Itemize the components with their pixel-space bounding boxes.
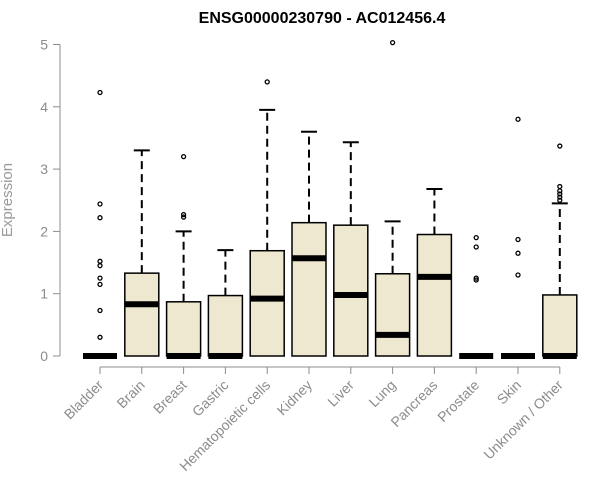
box-liver bbox=[333, 141, 369, 357]
box-body bbox=[291, 221, 327, 357]
box-pancreas bbox=[416, 188, 453, 357]
y-axis: 0 1 2 3 4 5 bbox=[40, 37, 61, 364]
box-body bbox=[542, 294, 578, 357]
x-tick-label: Kidney bbox=[274, 377, 316, 419]
y-tick-label: 4 bbox=[40, 99, 48, 115]
outlier-point bbox=[180, 211, 187, 218]
x-tick-label: Lung bbox=[365, 377, 398, 410]
box-body bbox=[165, 301, 202, 357]
x-tick-label: Liver bbox=[324, 377, 357, 410]
outlier-point bbox=[515, 236, 521, 243]
box-body bbox=[124, 272, 160, 357]
box-body bbox=[207, 294, 244, 357]
outlier-point bbox=[97, 275, 103, 281]
outlier-point bbox=[557, 194, 563, 200]
outlier-point bbox=[557, 183, 563, 190]
outlier-point bbox=[515, 116, 521, 122]
outlier-point bbox=[97, 281, 103, 288]
x-tick-label: Prostate bbox=[434, 377, 482, 425]
outlier-point bbox=[557, 143, 563, 149]
y-tick-label: 3 bbox=[40, 161, 48, 177]
outlier-point bbox=[557, 191, 563, 197]
box-body bbox=[416, 233, 453, 357]
outlier-point bbox=[97, 334, 103, 340]
box-bladder bbox=[83, 89, 117, 359]
box-kidney bbox=[291, 130, 327, 357]
x-tick-label: Brain bbox=[113, 377, 147, 411]
boxes-group bbox=[83, 39, 578, 359]
y-tick-label: 5 bbox=[40, 37, 48, 53]
x-tick-label: Breast bbox=[150, 377, 190, 417]
x-tick-label: Bladder bbox=[61, 377, 107, 423]
outlier-point bbox=[557, 188, 563, 194]
outlier-point bbox=[264, 79, 270, 85]
box-breast bbox=[165, 153, 202, 359]
outlier-point bbox=[473, 277, 479, 283]
outlier-point bbox=[557, 197, 563, 203]
outlier-point bbox=[97, 307, 103, 314]
box-prostate bbox=[459, 234, 494, 359]
box-body bbox=[249, 249, 285, 357]
box-skin bbox=[501, 116, 535, 359]
outlier-point bbox=[389, 39, 396, 46]
outlier-point bbox=[473, 275, 479, 281]
outlier-point bbox=[515, 272, 521, 278]
chart-title: ENSG00000230790 - AC012456.4 bbox=[199, 10, 446, 27]
box-gastric bbox=[207, 249, 244, 359]
outlier-point bbox=[473, 234, 479, 241]
outlier-point bbox=[97, 89, 103, 96]
x-tick-label: Skin bbox=[494, 377, 525, 408]
y-tick-label: 0 bbox=[40, 348, 48, 364]
y-axis-label: Expression bbox=[0, 163, 16, 237]
outlier-point bbox=[180, 153, 187, 160]
outlier-point bbox=[515, 250, 521, 256]
box-brain bbox=[124, 149, 160, 357]
box-lung bbox=[374, 39, 411, 357]
outlier-point bbox=[97, 258, 103, 264]
box-body bbox=[333, 224, 369, 357]
box-hematopoietic-cells bbox=[249, 79, 285, 357]
y-tick-label: 1 bbox=[40, 286, 48, 302]
outlier-point bbox=[97, 263, 103, 269]
outlier-point bbox=[97, 215, 103, 221]
box-body bbox=[374, 273, 411, 357]
outlier-point bbox=[473, 244, 479, 250]
y-tick-label: 2 bbox=[40, 223, 48, 239]
outlier-point bbox=[97, 201, 103, 207]
box-unknown-other bbox=[542, 143, 578, 359]
x-tick-label: Unknown / Other bbox=[480, 377, 566, 463]
outlier-point bbox=[180, 214, 187, 220]
